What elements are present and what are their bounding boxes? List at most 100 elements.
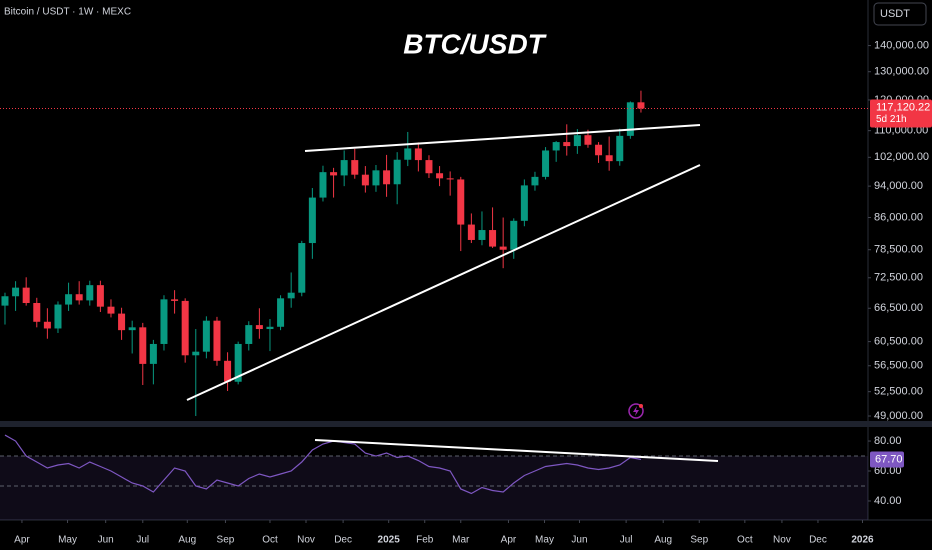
candle-body xyxy=(202,320,210,352)
candle-body xyxy=(626,102,634,136)
currency-label[interactable]: USDT xyxy=(880,8,910,20)
y-tick-label: 110,000.00 xyxy=(874,125,928,137)
candle-body xyxy=(542,150,550,177)
candle-body xyxy=(171,299,179,301)
x-tick-label: Sep xyxy=(217,535,235,546)
candle-body xyxy=(192,351,200,356)
candle-body xyxy=(277,298,285,327)
rsi-last-box xyxy=(870,451,904,468)
x-tick-label: Nov xyxy=(773,535,791,546)
y-tick-label: 94,000.00 xyxy=(874,180,923,192)
candle-body xyxy=(308,197,316,244)
x-tick-label: May xyxy=(58,535,77,546)
rsi-tick-label: 80.00 xyxy=(874,435,902,447)
candle-body xyxy=(616,135,624,162)
candle-body xyxy=(96,285,104,307)
candle-body xyxy=(425,160,433,174)
support-trendline xyxy=(186,164,701,401)
candle-body xyxy=(637,102,645,109)
x-tick-label: Dec xyxy=(809,535,827,546)
candle-body xyxy=(510,220,518,250)
candle-body xyxy=(330,172,338,176)
candle-body xyxy=(595,144,603,156)
y-tick-label: 56,500.00 xyxy=(874,360,923,372)
y-tick-label: 52,500.00 xyxy=(874,386,923,398)
x-tick-label: Oct xyxy=(262,535,278,546)
candle-body xyxy=(499,246,507,250)
candle-body xyxy=(478,230,486,240)
candle-body xyxy=(139,327,147,364)
candle-body xyxy=(573,135,581,147)
candle-body xyxy=(340,160,348,176)
candle-body xyxy=(446,178,454,180)
candle-body xyxy=(86,285,94,301)
x-tick-label: Jun xyxy=(571,535,587,546)
candle-body xyxy=(181,300,189,356)
x-tick-label: 2025 xyxy=(378,535,401,546)
candle-body xyxy=(457,179,465,225)
candle-body xyxy=(436,173,444,179)
x-tick-label: Jul xyxy=(620,535,633,546)
x-tick-label: Apr xyxy=(14,535,30,546)
candle-body xyxy=(298,243,306,293)
candle-body xyxy=(361,174,369,186)
candle-body xyxy=(54,304,62,329)
candle-body xyxy=(266,326,274,330)
rsi-last-label: 67.70 xyxy=(875,453,903,465)
x-tick-label: Aug xyxy=(178,535,196,546)
rsi-line xyxy=(4,434,642,495)
rsi-tick-label: 40.00 xyxy=(874,495,902,507)
candle-body xyxy=(213,320,221,361)
pane-separator xyxy=(0,421,932,427)
alert-icon[interactable] xyxy=(628,403,644,419)
rsi-band-fill xyxy=(0,456,868,520)
candle-body xyxy=(393,159,401,185)
candle-body xyxy=(383,170,391,185)
last-price-box xyxy=(870,99,932,128)
candle-body xyxy=(33,302,41,322)
x-tick-label: Jun xyxy=(98,535,114,546)
candle-body xyxy=(531,176,539,186)
y-tick-label: 60,500.00 xyxy=(874,336,923,348)
candle-body xyxy=(128,327,136,331)
candle-body xyxy=(404,148,412,160)
chart-title: BTC/USDT xyxy=(403,28,547,59)
x-tick-label: 2026 xyxy=(851,535,874,546)
candle-body xyxy=(245,325,253,344)
candle-body xyxy=(372,170,380,186)
candle-body xyxy=(287,292,295,299)
candle-body xyxy=(12,287,20,297)
x-tick-label: Apr xyxy=(501,535,517,546)
candle-body xyxy=(351,160,359,175)
candle-body xyxy=(319,172,327,198)
last-price-label: 117,120.22 xyxy=(876,101,930,113)
candle-body xyxy=(520,185,528,221)
x-tick-label: Oct xyxy=(737,535,753,546)
candle-body xyxy=(43,321,51,329)
x-tick-label: Mar xyxy=(452,535,470,546)
candle-body xyxy=(224,360,232,382)
candle-body xyxy=(234,343,242,382)
candle-body xyxy=(584,135,592,145)
y-tick-label: 66,500.00 xyxy=(874,302,923,314)
y-tick-label: 49,000.00 xyxy=(874,410,923,422)
y-tick-label: 140,000.00 xyxy=(874,39,929,51)
x-tick-label: Feb xyxy=(416,535,434,546)
currency-button[interactable] xyxy=(873,2,927,26)
candle-body xyxy=(563,142,571,147)
rsi-trendline xyxy=(314,439,719,462)
candle-body xyxy=(605,155,613,162)
y-tick-label: 130,000.00 xyxy=(874,66,929,78)
candle-body xyxy=(65,294,73,305)
candle-body xyxy=(414,148,422,161)
candle-body xyxy=(75,294,83,301)
x-tick-label: Nov xyxy=(297,535,315,546)
x-tick-label: Dec xyxy=(334,535,352,546)
y-tick-label: 72,500.00 xyxy=(874,272,923,284)
x-tick-label: May xyxy=(535,535,554,546)
resistance-trendline xyxy=(304,124,701,152)
x-tick-label: Aug xyxy=(654,535,672,546)
x-tick-label: Sep xyxy=(690,535,708,546)
